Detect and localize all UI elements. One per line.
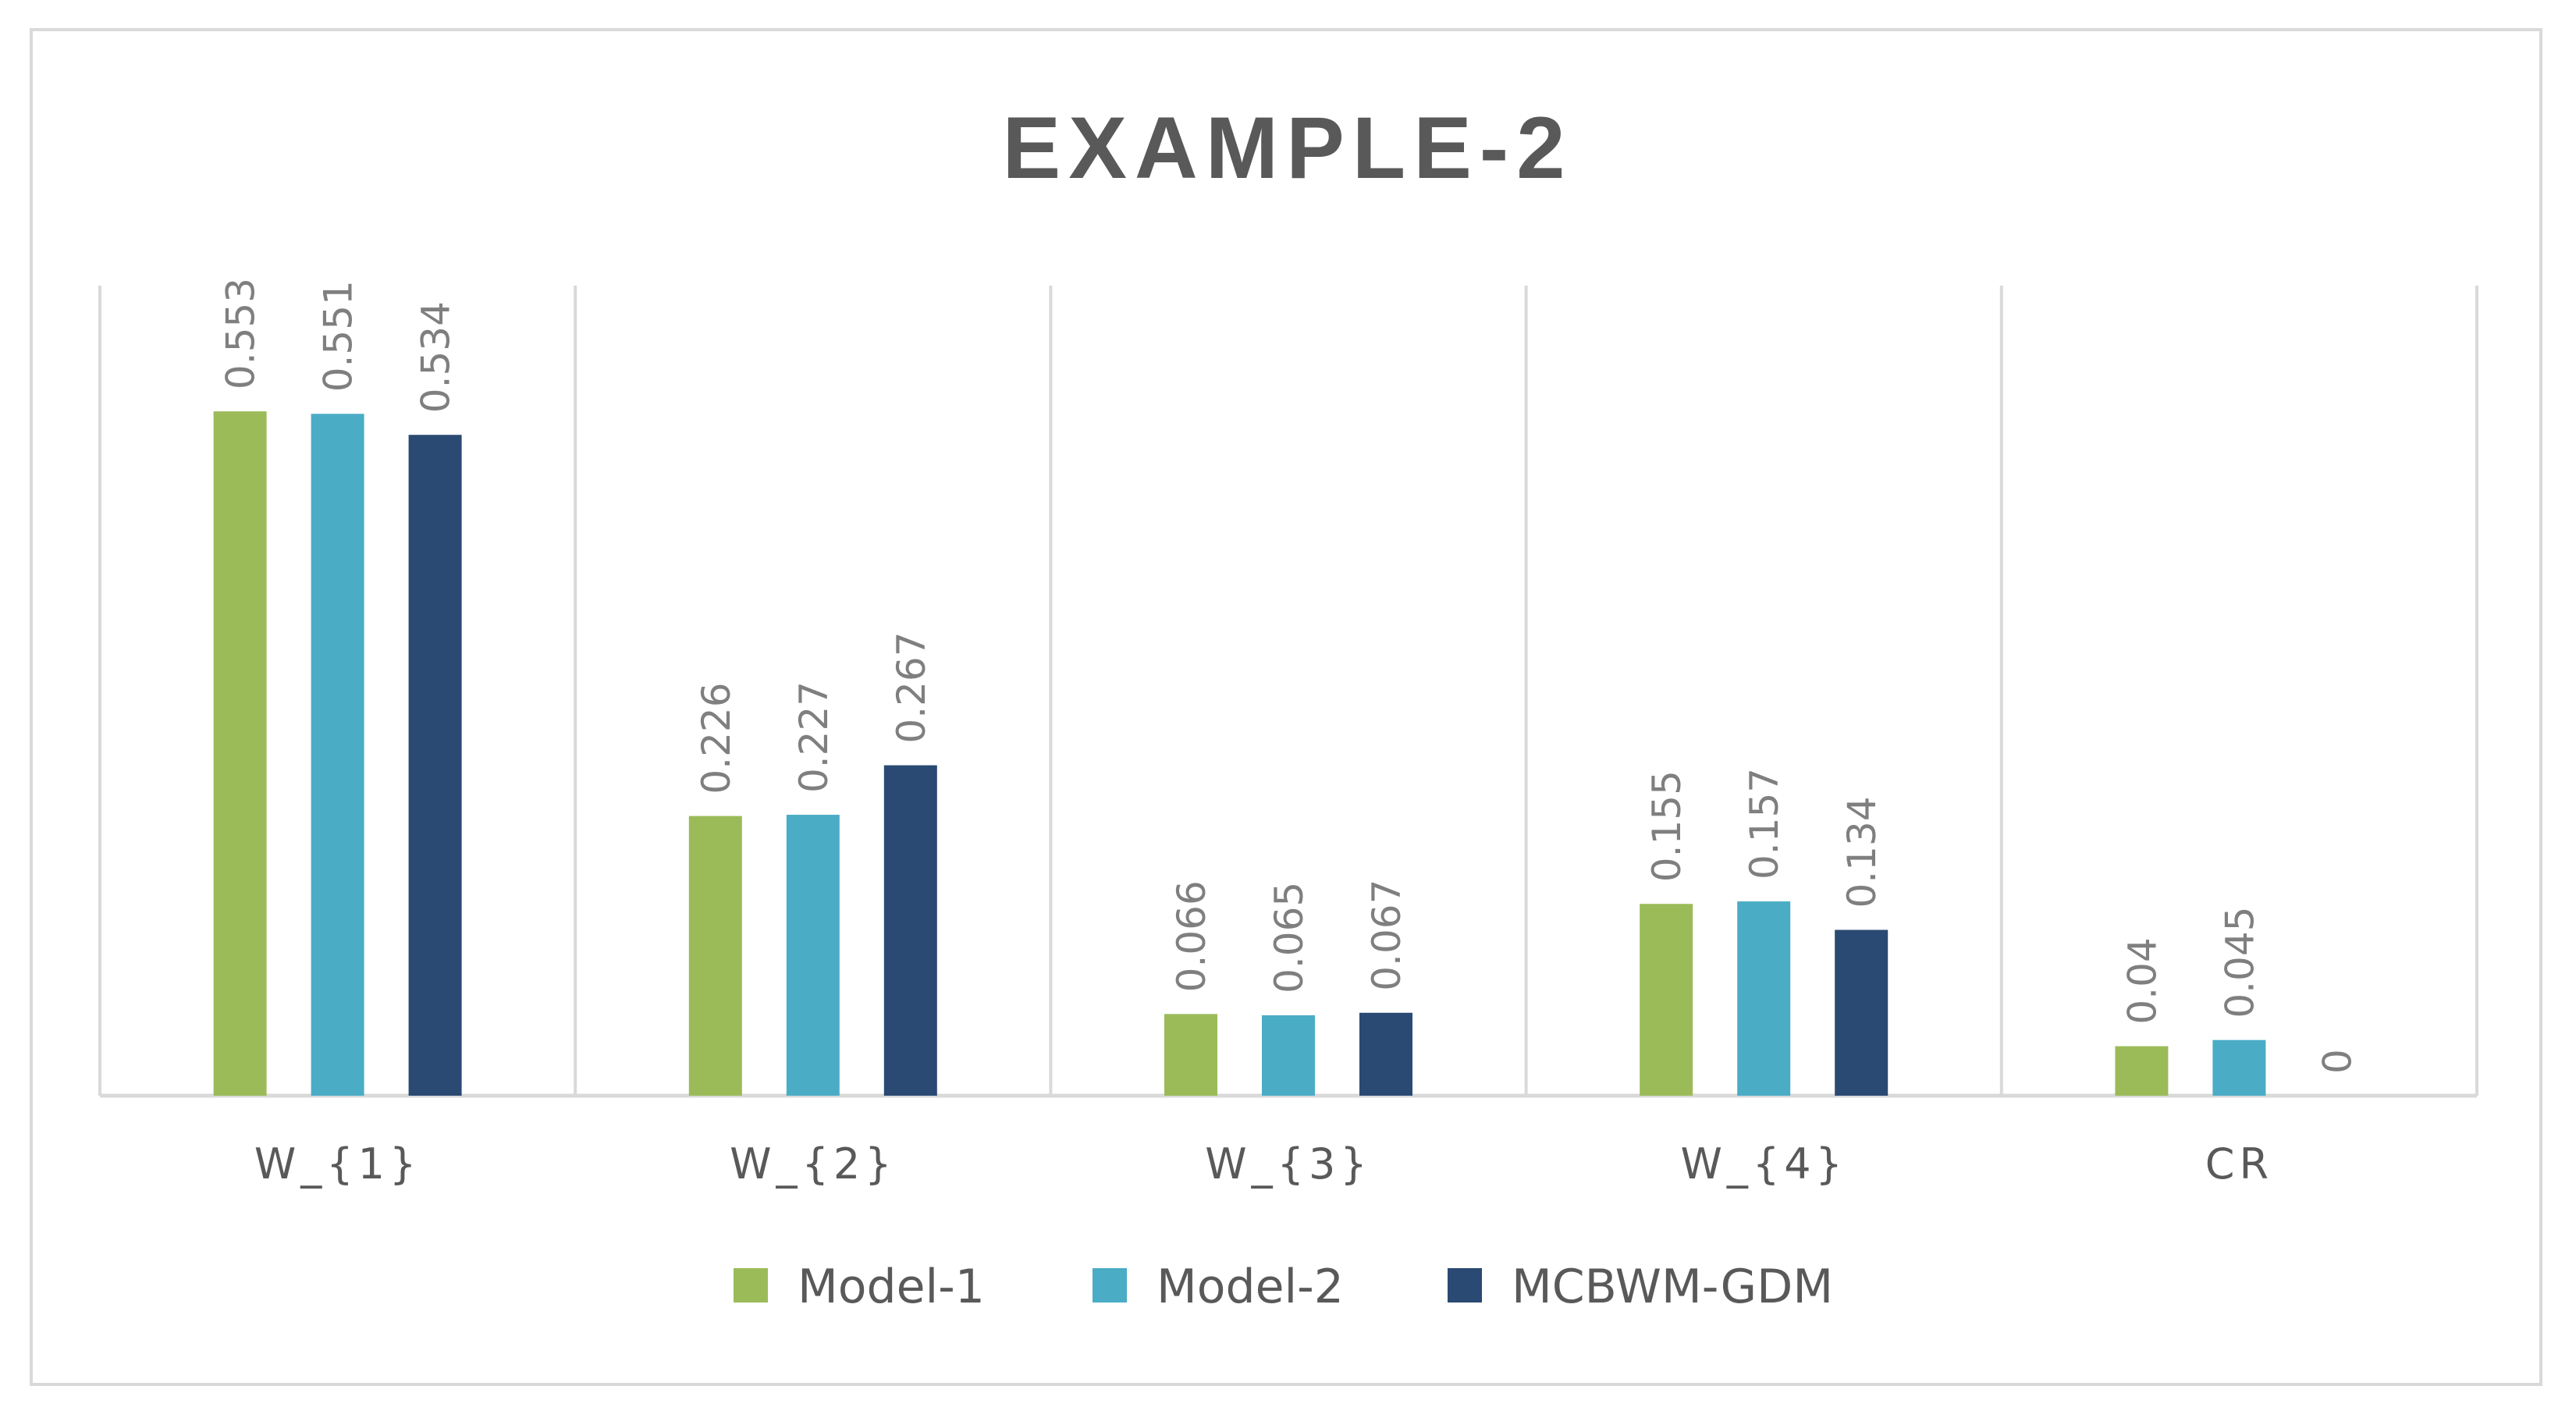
legend-swatch (734, 1268, 768, 1302)
x-tick-label: W_{3} (1205, 1139, 1371, 1189)
x-tick-label: W_{4} (1680, 1139, 1846, 1189)
bar-model-1-1 (688, 816, 742, 1096)
x-tick-label: CR (2205, 1139, 2273, 1189)
data-label: 0.534 (414, 301, 459, 413)
data-label: 0.227 (791, 681, 837, 793)
x-axis-ticks: W_{1} W_{2} W_{3} W_{4} CR (254, 1139, 2273, 1189)
data-label: 0.226 (694, 682, 739, 794)
bar-model-1-2 (1164, 1014, 1217, 1096)
data-label: 0.267 (889, 631, 934, 743)
chart-title: EXAMPLE-2 (1003, 99, 1573, 197)
bar-model-2-1 (786, 815, 840, 1096)
data-label: 0.04 (2119, 937, 2165, 1024)
bar-mcbwm-gdm-0 (408, 435, 462, 1096)
bar-mcbwm-gdm-3 (1835, 929, 1888, 1096)
bar-model-1-3 (1640, 904, 1693, 1096)
data-label: 0.134 (1839, 796, 1885, 908)
data-label: 0.066 (1169, 880, 1214, 992)
data-label: 0.045 (2217, 907, 2262, 1018)
x-tick-label: W_{2} (730, 1139, 896, 1189)
bars (213, 411, 2266, 1096)
bar-model-2-2 (1262, 1015, 1315, 1096)
legend-label: MCBWM-GDM (1512, 1260, 1833, 1314)
data-label: 0.553 (219, 278, 264, 389)
legend-swatch (1448, 1268, 1482, 1302)
bar-model-1-0 (213, 411, 267, 1096)
legend-label: Model-2 (1157, 1260, 1344, 1314)
data-label: 0.155 (1644, 770, 1690, 882)
data-labels: 0.553 0.551 0.534 0.226 0.227 0.267 0.066 0.065… (219, 278, 2361, 1074)
bar-model-1-4 (2115, 1046, 2169, 1096)
x-tick-label: W_{1} (254, 1139, 421, 1189)
bar-model-2-0 (311, 414, 364, 1096)
legend: Model-1 Model-2 MCBWM-GDM (734, 1260, 1833, 1314)
data-label: 0.157 (1742, 768, 1787, 880)
bar-model-2-4 (2212, 1040, 2266, 1096)
legend-swatch (1093, 1268, 1127, 1302)
bar-mcbwm-gdm-2 (1359, 1012, 1412, 1096)
data-label: 0 (2315, 1049, 2360, 1074)
data-label: 0.067 (1364, 880, 1409, 991)
legend-label: Model-1 (798, 1260, 985, 1314)
data-label: 0.551 (316, 280, 361, 392)
data-label: 0.065 (1267, 882, 1312, 993)
bar-mcbwm-gdm-1 (883, 765, 937, 1096)
bar-model-2-3 (1737, 901, 1791, 1096)
